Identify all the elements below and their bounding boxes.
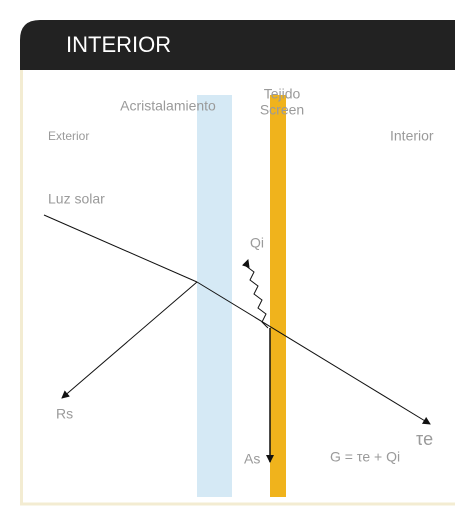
panel xyxy=(20,58,455,506)
exterior-label: Exterior xyxy=(48,129,89,143)
screen-fabric xyxy=(270,95,286,497)
transmitted-ray xyxy=(196,281,431,425)
fabric-label: Tejido xyxy=(264,86,301,102)
incident-ray xyxy=(43,214,198,283)
header-title: INTERIOR xyxy=(66,32,171,57)
as-label: As xyxy=(244,451,260,467)
sunlight-label: Luz solar xyxy=(48,191,105,207)
formula: G = τe + Qi xyxy=(330,449,400,465)
heat-wave-arrow xyxy=(241,259,269,329)
glazing-label: Acristalamiento xyxy=(120,98,216,114)
reflected-ray xyxy=(61,281,198,399)
fabric-label: Screen xyxy=(260,102,304,118)
te-label: τe xyxy=(416,429,433,449)
qi-label: Qi xyxy=(250,235,264,251)
glazing xyxy=(197,95,232,497)
header-bar xyxy=(20,20,455,70)
interior-label: Interior xyxy=(390,128,434,144)
rs-label: Rs xyxy=(56,406,73,422)
